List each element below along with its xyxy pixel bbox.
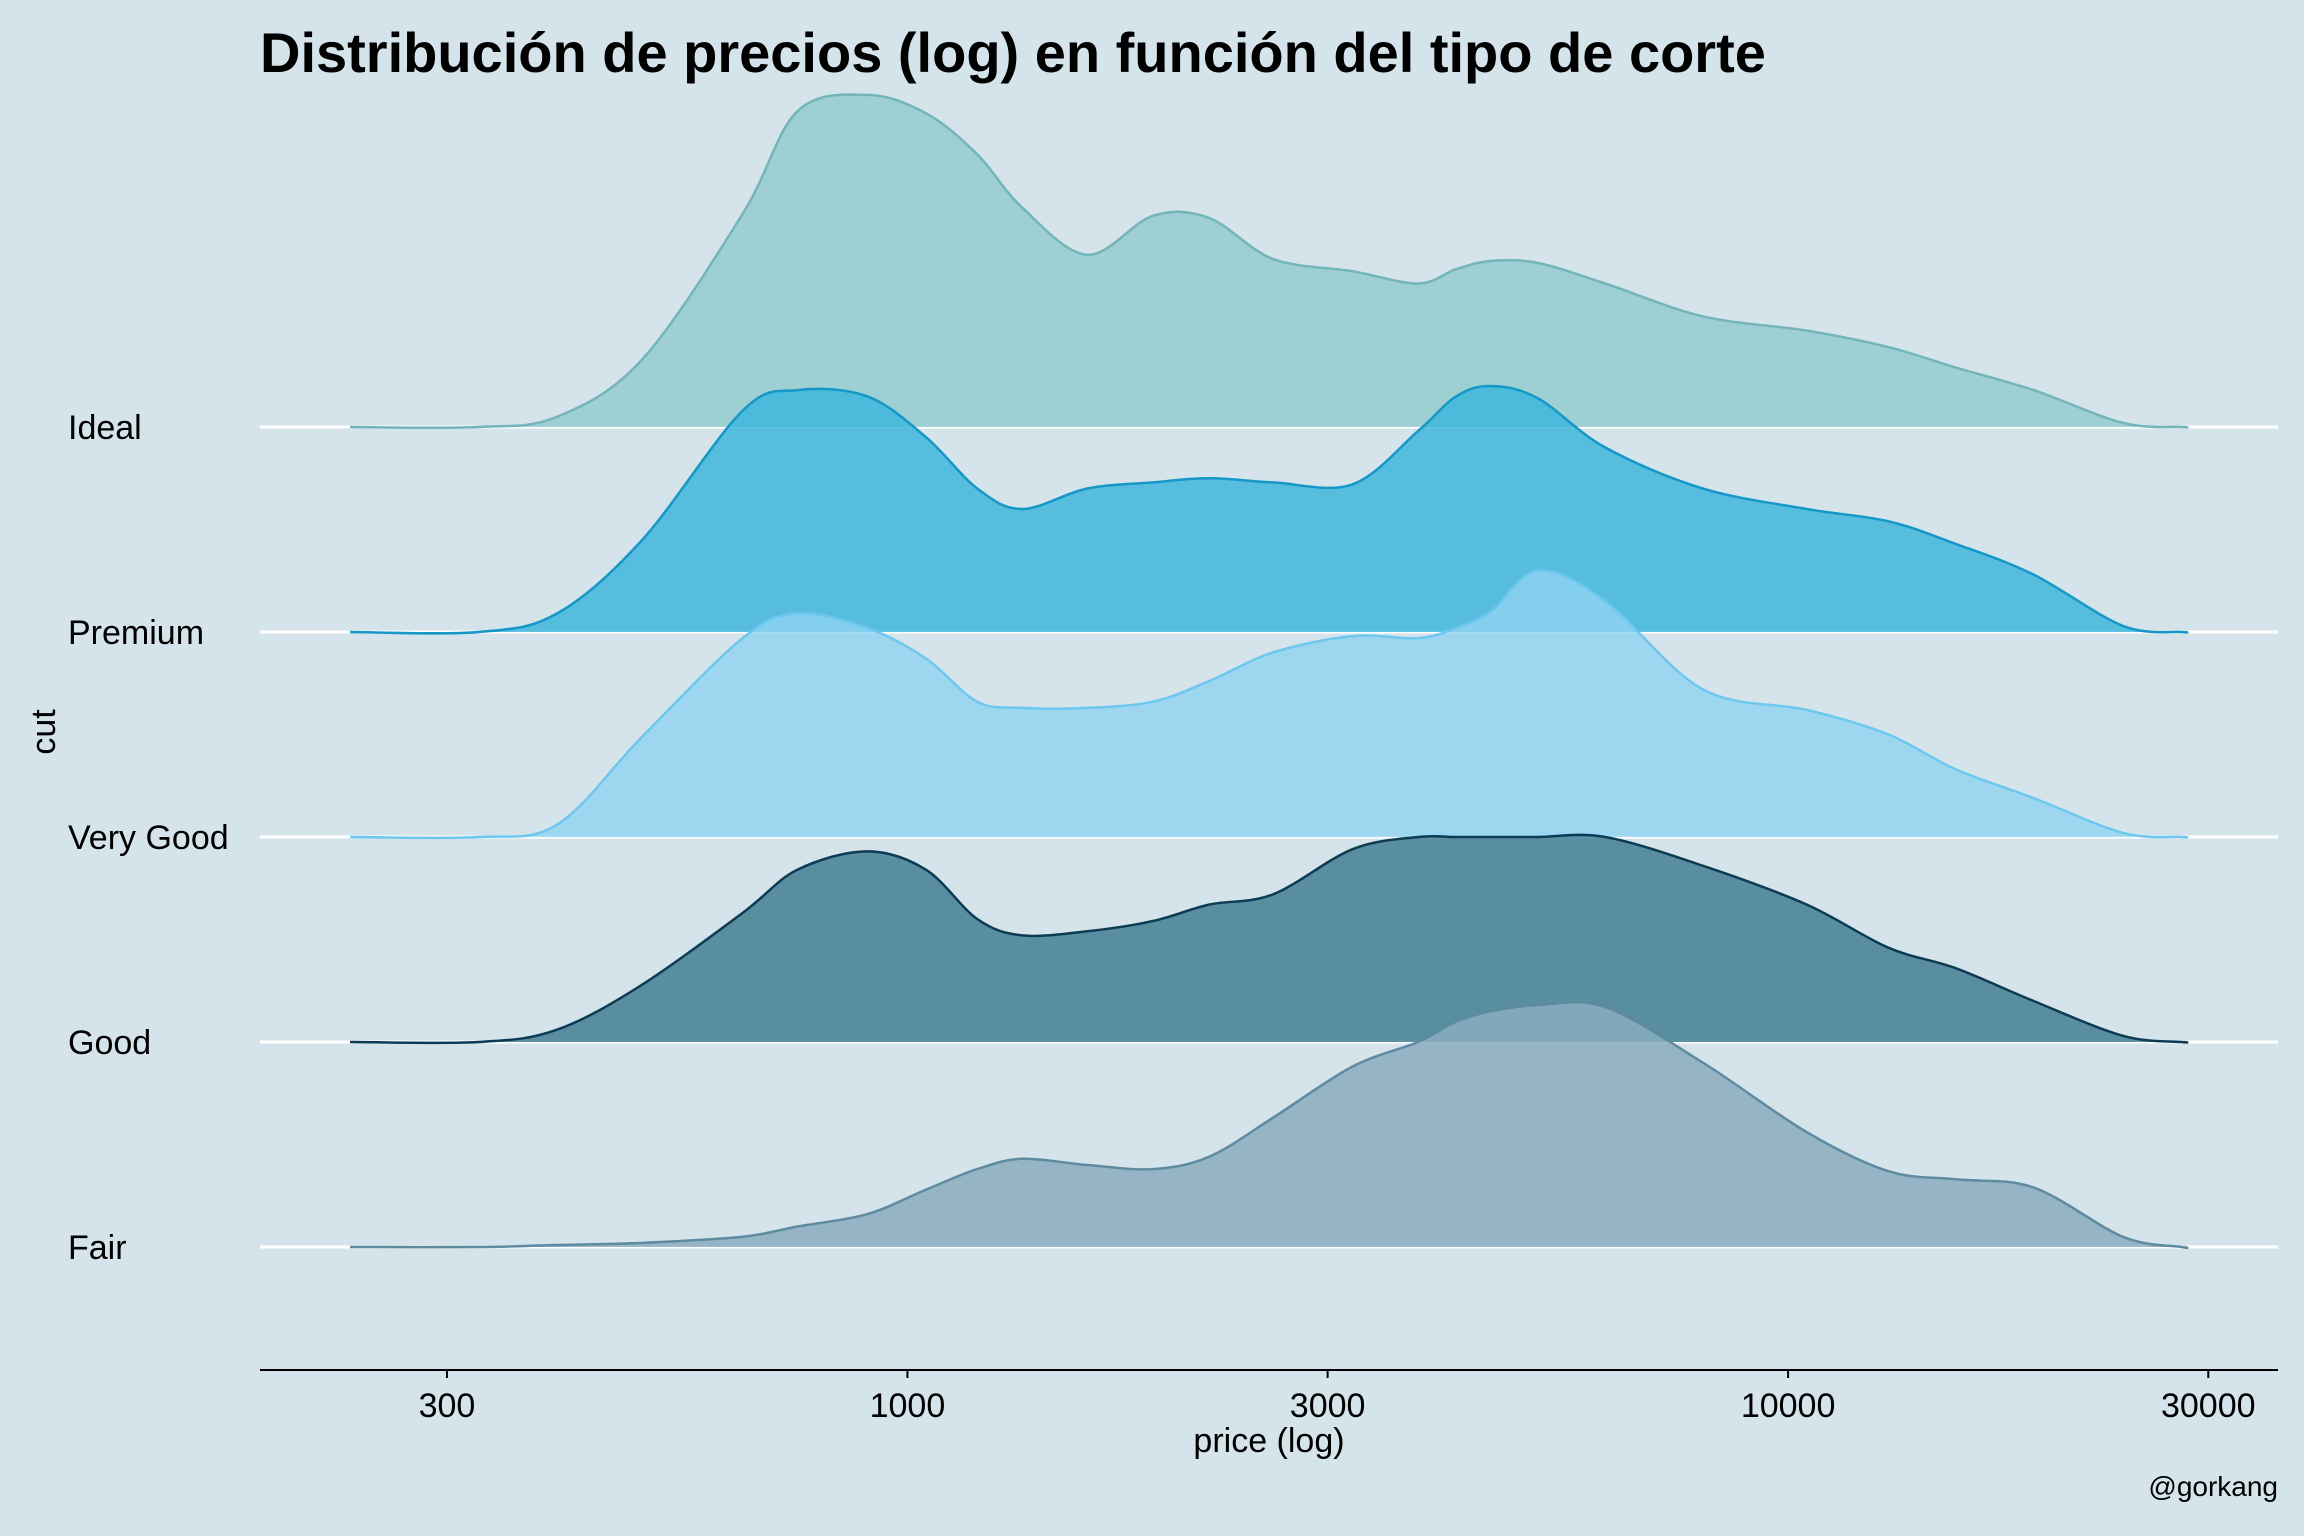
- x-tick-label: 1000: [870, 1387, 946, 1425]
- ridge-line-good: [349, 833, 2189, 1045]
- x-axis-title: price (log): [1193, 1422, 1344, 1460]
- category-label-premium: Premium: [68, 614, 204, 652]
- ridge-line-premium: [349, 384, 2189, 635]
- x-tick-label: 30000: [2161, 1387, 2256, 1425]
- x-tick-label: 3000: [1290, 1387, 1366, 1425]
- x-tick-label: 300: [419, 1387, 476, 1425]
- x-tick-label: 10000: [1741, 1387, 1836, 1425]
- ridges: [349, 93, 2189, 1249]
- ridge-area-very-good: [350, 570, 2188, 838]
- category-label-good: Good: [68, 1024, 151, 1062]
- ridge-line-ideal: [349, 93, 2189, 430]
- chart-title: Distribución de precios (log) en función…: [260, 21, 1766, 84]
- x-ticks: 300 1000 3000 10000 30000: [419, 1370, 2256, 1425]
- y-axis-title: cut: [25, 709, 63, 755]
- caption: @gorkang: [2148, 1471, 2278, 1502]
- ridge-area-premium: [350, 385, 2188, 634]
- category-label-very-good: Very Good: [68, 819, 229, 857]
- ridge-line-very-good: [349, 569, 2189, 840]
- ridge-area-ideal: [350, 94, 2188, 428]
- ridge-area-good: [350, 834, 2188, 1043]
- category-label-ideal: Ideal: [68, 409, 142, 447]
- category-labels: Fair Good Very Good Premium Ideal: [68, 409, 229, 1267]
- ridge-area-fair: [350, 1002, 2188, 1248]
- category-label-fair: Fair: [68, 1229, 127, 1267]
- ridge-line-fair: [349, 1000, 2189, 1249]
